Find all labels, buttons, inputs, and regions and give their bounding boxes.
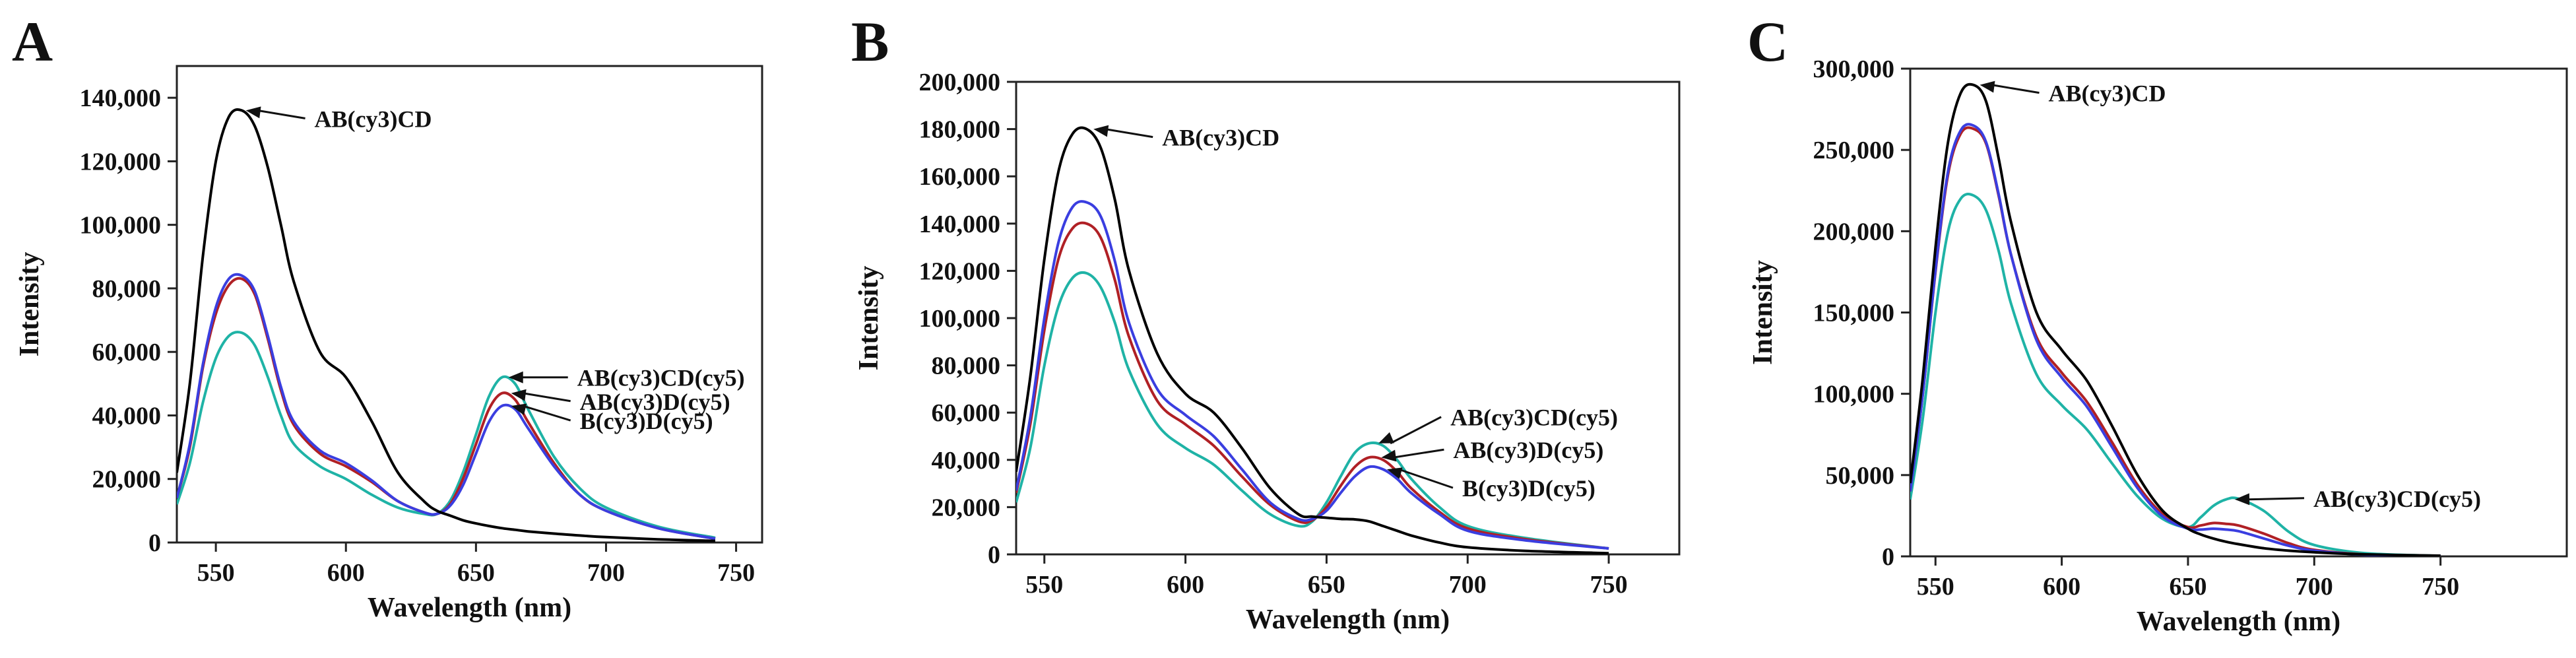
series-annotation-label: AB(cy3)D(cy5) xyxy=(580,389,730,415)
annotation-arrowhead xyxy=(511,389,527,401)
y-tick-label: 60,000 xyxy=(932,399,1001,427)
y-tick-label: 0 xyxy=(1882,543,1894,571)
plot-frame xyxy=(1909,67,2568,558)
x-tick-label: 600 xyxy=(2043,573,2080,601)
x-axis-title: Wavelength (nm) xyxy=(368,593,571,623)
annotation-arrow-line xyxy=(257,109,306,119)
y-tick-label: 120,000 xyxy=(80,148,162,176)
panel-letter-b: B xyxy=(851,10,889,73)
x-tick-label: 550 xyxy=(1025,571,1063,599)
x-axis-title: Wavelength (nm) xyxy=(2137,607,2340,637)
x-axis-title: Wavelength (nm) xyxy=(1246,605,1450,635)
y-tick-label: 0 xyxy=(148,529,161,557)
series-line-ab-cy3-cd xyxy=(177,108,716,543)
annotation-arrow-line xyxy=(1390,416,1442,445)
annotation-arrowhead xyxy=(1980,81,1995,93)
y-tick-label: 180,000 xyxy=(919,116,1001,144)
y-tick-label: 200,000 xyxy=(919,69,1001,96)
x-tick-label: 750 xyxy=(2422,573,2459,601)
y-tick-label: 160,000 xyxy=(919,163,1001,191)
y-tick-label: 120,000 xyxy=(919,257,1001,285)
series-annotation-label: AB(cy3)CD(cy5) xyxy=(2313,486,2481,512)
y-tick-label: 140,000 xyxy=(80,84,162,112)
x-tick-label: 550 xyxy=(197,559,235,587)
y-tick-label: 100,000 xyxy=(80,212,162,240)
y-tick-label: 50,000 xyxy=(1826,462,1895,490)
series-line-ab-cy3-d-cy5 xyxy=(1016,221,1609,550)
y-tick-label: 60,000 xyxy=(92,339,162,366)
annotation-arrow-line xyxy=(1991,84,2040,94)
series-annotation-label: AB(cy3)CD(cy5) xyxy=(577,365,745,391)
series-line-ab-cy3-cd xyxy=(1910,82,2441,556)
annotation-arrow-line xyxy=(2246,497,2305,501)
y-tick-label: 100,000 xyxy=(919,305,1001,333)
annotation-arrowhead xyxy=(1386,467,1403,479)
x-tick-label: 650 xyxy=(457,559,495,587)
annotation-arrow-line xyxy=(523,392,571,403)
series-annotation-label: B(cy3)D(cy5) xyxy=(1462,475,1595,502)
series-annotation-label: AB(cy3)CD xyxy=(2049,81,2166,107)
panel-letter-a: A xyxy=(12,10,53,73)
y-tick-label: 40,000 xyxy=(932,447,1001,475)
annotation-arrow-line xyxy=(1398,468,1454,489)
y-tick-label: 80,000 xyxy=(932,352,1001,380)
y-axis-title: Intensity xyxy=(854,266,884,371)
y-axis-title: Intensity xyxy=(1748,260,1778,365)
annotation-arrowhead xyxy=(1381,449,1397,462)
series-line-b-cy3-d-cy5 xyxy=(1016,200,1609,550)
y-tick-label: 20,000 xyxy=(92,466,162,494)
series-annotation-label: AB(cy3)CD xyxy=(1162,125,1279,151)
series-line-b-cy3-d-cy5 xyxy=(1910,123,2441,556)
series-line-ab-cy3-cd-cy5 xyxy=(177,331,716,539)
annotation-arrowhead xyxy=(1093,125,1109,137)
y-tick-label: 150,000 xyxy=(1813,300,1895,327)
annotation-arrow-line xyxy=(1393,448,1444,459)
x-tick-label: 750 xyxy=(1590,571,1628,599)
series-annotation-label: AB(cy3)CD xyxy=(315,106,432,132)
x-tick-label: 750 xyxy=(717,559,755,587)
series-line-ab-cy3-cd-cy5 xyxy=(1016,271,1609,550)
panel-letter-c: C xyxy=(1747,10,1788,73)
y-tick-label: 140,000 xyxy=(919,211,1001,238)
x-tick-label: 600 xyxy=(1167,571,1204,599)
plot-frame xyxy=(176,65,763,544)
y-tick-label: 20,000 xyxy=(932,494,1001,521)
x-tick-label: 700 xyxy=(2296,573,2333,601)
annotation-arrowhead xyxy=(2235,493,2250,506)
y-tick-label: 0 xyxy=(988,541,1000,569)
panel-c: C 550 600 650 700 750 0 50,000 100,000 150,000 200… xyxy=(1747,10,2568,637)
annotation-arrowhead xyxy=(245,106,261,119)
series-annotation-label: AB(cy3)CD(cy5) xyxy=(1450,405,1618,431)
y-tick-label: 40,000 xyxy=(92,402,162,430)
panel-b: B 550 600 650 700 750 0 20,000 40,000 60,000 80,00… xyxy=(851,10,1681,635)
series-line-b-cy3-d-cy5 xyxy=(177,273,716,541)
annotation-arrow-line xyxy=(1105,128,1153,139)
series-annotation-label: AB(cy3)D(cy5) xyxy=(1453,437,1603,463)
annotation-arrowhead xyxy=(508,371,523,383)
annotation-arrow-line xyxy=(523,405,571,422)
y-tick-label: 100,000 xyxy=(1813,381,1895,409)
y-axis-title: Intensity xyxy=(15,252,45,357)
x-tick-label: 700 xyxy=(587,559,625,587)
x-tick-label: 600 xyxy=(327,559,365,587)
x-tick-label: 650 xyxy=(2169,573,2206,601)
x-tick-label: 700 xyxy=(1449,571,1487,599)
annotation-arrowhead xyxy=(1378,432,1394,444)
series-line-ab-cy3-cd-cy5 xyxy=(1910,193,2441,556)
y-tick-label: 200,000 xyxy=(1813,218,1895,246)
y-tick-label: 250,000 xyxy=(1813,137,1895,164)
y-tick-label: 300,000 xyxy=(1813,55,1895,83)
y-tick-label: 80,000 xyxy=(92,275,162,303)
x-tick-label: 550 xyxy=(1917,573,1954,601)
panel-a: A 550 600 650 700 750 0 20,000 40,000 60,000 80,00… xyxy=(12,10,763,623)
x-tick-label: 650 xyxy=(1308,571,1345,599)
series-line-ab-cy3-cd xyxy=(1016,126,1609,554)
series-annotation-label: B(cy3)D(cy5) xyxy=(580,408,713,434)
annotation-arrowhead xyxy=(511,403,527,415)
